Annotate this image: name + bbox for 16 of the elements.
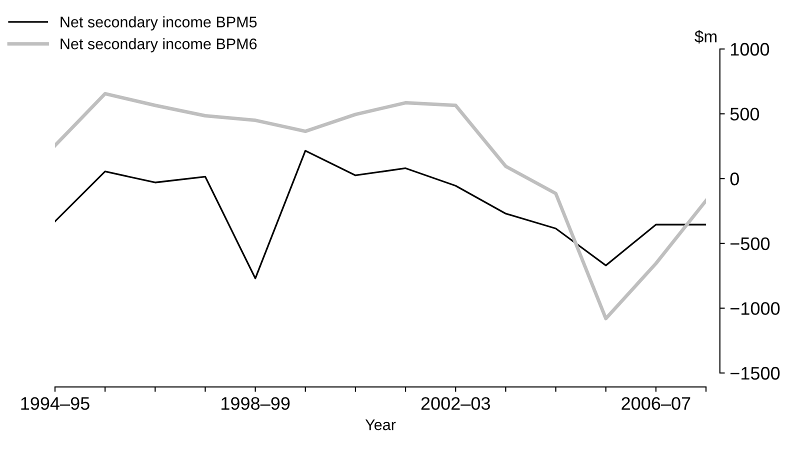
y-tick-label: −1000	[730, 302, 780, 315]
y-axis-title: $m	[694, 30, 716, 44]
y-tick-label: 500	[730, 108, 760, 121]
legend-label: Net secondary income BPM5	[60, 16, 257, 30]
x-tick-label: 1994–95	[21, 397, 90, 410]
y-tick-label: −500	[730, 237, 770, 250]
x-tick-label: 2006–07	[622, 397, 690, 410]
legend-label: Net secondary income BPM6	[60, 38, 257, 52]
x-tick-label: 2002–03	[421, 397, 490, 410]
y-tick-label: 0	[730, 172, 739, 186]
y-tick-label: 1000	[730, 42, 770, 56]
y-tick-label: −1500	[730, 366, 780, 380]
line-series	[55, 150, 706, 280]
x-tick-label: 1998–99	[222, 397, 290, 410]
line-series	[55, 92, 706, 320]
x-axis-title: Year	[365, 420, 396, 430]
